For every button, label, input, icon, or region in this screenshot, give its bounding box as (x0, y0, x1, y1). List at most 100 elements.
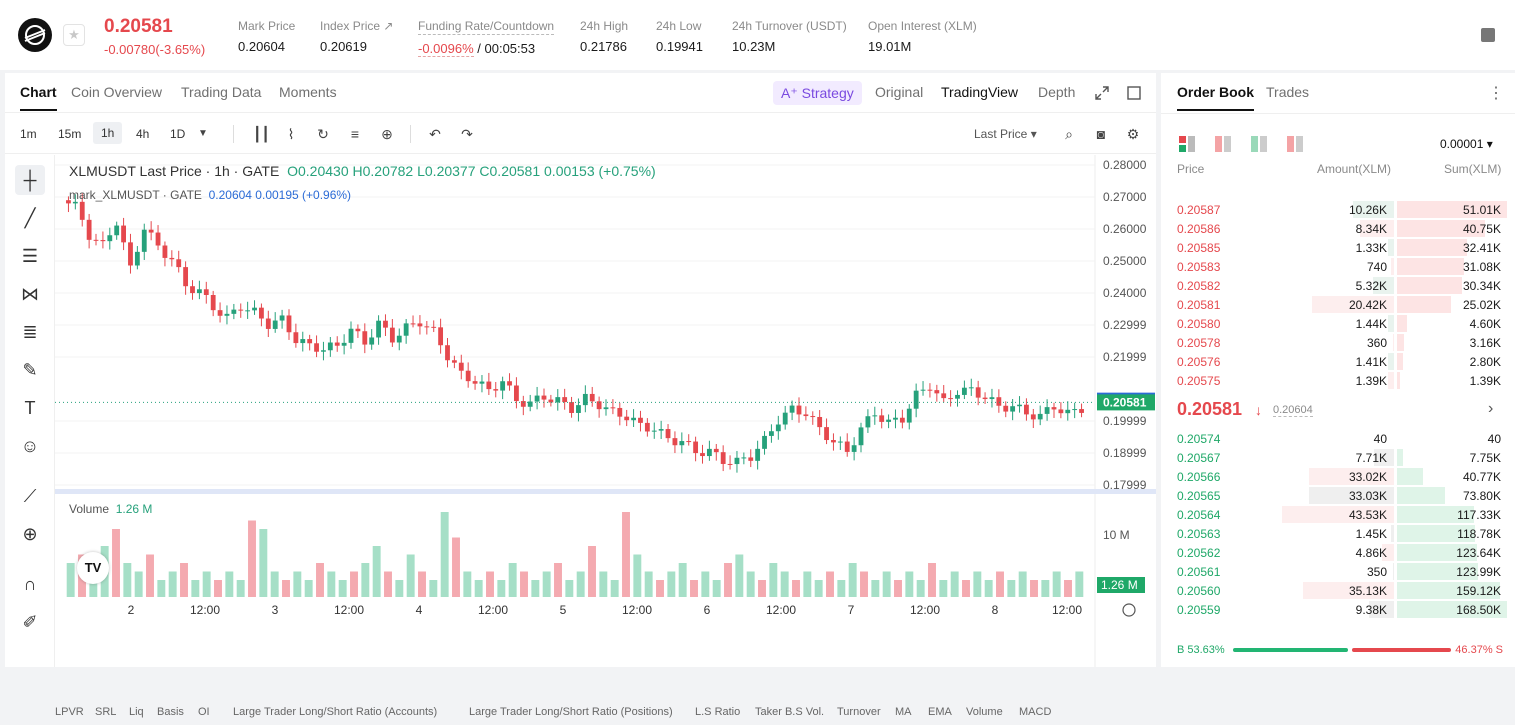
bid-row[interactable]: 0.20565 33.03K 73.80K (1161, 486, 1515, 505)
ask-row[interactable]: 0.20581 20.42K 25.02K (1161, 295, 1515, 314)
view-depth[interactable]: Depth (1038, 84, 1076, 100)
bid-row[interactable]: 0.20564 43.53K 117.33K (1161, 505, 1515, 524)
volume-bar (89, 571, 98, 597)
amount-depth-bar (1388, 315, 1394, 332)
ruler-icon[interactable]: ⟋ (23, 486, 37, 506)
stat-index-price[interactable]: Index Price ↗ 0.20619 (320, 19, 393, 54)
indicator-large-trader-long-short-ratio-accounts-[interactable]: Large Trader Long/Short Ratio (Accounts) (233, 706, 438, 718)
search-icon[interactable]: ⌕ (1065, 126, 1073, 142)
ask-row[interactable]: 0.20587 10.26K 51.01K (1161, 200, 1515, 219)
emoji-icon[interactable]: ☺ (20, 436, 40, 456)
ask-row[interactable]: 0.20585 1.33K 32.41K (1161, 238, 1515, 257)
replay-icon[interactable]: ↻ (317, 126, 329, 142)
chevron-right-icon[interactable]: › (1488, 400, 1494, 417)
bid-row[interactable]: 0.20574 40 40 (1161, 429, 1515, 448)
ask-row[interactable]: 0.20578 360 3.16K (1161, 333, 1515, 352)
view-asks-only-icon[interactable] (1287, 136, 1303, 152)
ask-row[interactable]: 0.20580 1.44K 4.60K (1161, 314, 1515, 333)
bid-row[interactable]: 0.20561 350 123.99K (1161, 562, 1515, 581)
pattern-icon[interactable]: ⋈ (21, 284, 39, 304)
settings-gear-icon[interactable]: ⚙ (1126, 126, 1140, 142)
templates-icon[interactable]: ≡ (350, 126, 360, 142)
window-icon[interactable] (1127, 86, 1141, 100)
indicator-liq[interactable]: Liq (129, 706, 144, 718)
redo-icon[interactable]: ↷ (461, 126, 473, 142)
precision-select[interactable]: 0.00001 ▾ (1440, 137, 1493, 151)
text-tool-icon[interactable]: T (24, 398, 36, 418)
expand-icon[interactable] (1095, 86, 1109, 100)
indicator-l-s-ratio[interactable]: L.S Ratio (695, 706, 741, 718)
indicator-oi[interactable]: OI (198, 706, 210, 718)
guide-book-icon[interactable] (1481, 28, 1495, 42)
sum-depth-bar (1397, 468, 1423, 485)
amount-depth-bar (1388, 372, 1394, 389)
tradingview-logo-icon[interactable]: TV (77, 552, 109, 584)
tab-trading-data[interactable]: Trading Data (181, 84, 262, 100)
candle-body (672, 438, 678, 446)
view-tradingview[interactable]: TradingView (941, 84, 1019, 100)
bid-row[interactable]: 0.20560 35.13K 159.12K (1161, 581, 1515, 600)
crosshair-icon[interactable]: ┼ (15, 165, 45, 195)
candle-body (831, 440, 836, 443)
ask-row[interactable]: 0.20583 740 31.08K (1161, 257, 1515, 276)
camera-icon[interactable]: ◙ (1096, 126, 1106, 142)
pencil-lock-icon[interactable]: ✐ (22, 612, 38, 632)
chart-plot-area[interactable]: 0.28000 0.27000 0.26000 0.25000 0.24000 0.229… (55, 155, 1156, 718)
ask-row[interactable]: 0.20586 8.34K 40.75K (1161, 219, 1515, 238)
timeframe-1h[interactable]: 1h (93, 122, 123, 144)
ask-row[interactable]: 0.20575 1.39K 1.39K (1161, 371, 1515, 390)
fib-icon[interactable]: ≣ (22, 322, 38, 342)
candle-type-icon[interactable]: ┃┃ (253, 126, 270, 142)
ask-row[interactable]: 0.20576 1.41K 2.80K (1161, 352, 1515, 371)
bid-row[interactable]: 0.20567 7.71K 7.75K (1161, 448, 1515, 467)
tab-trades[interactable]: Trades (1266, 84, 1310, 100)
strategy-button[interactable]: A⁺ Strategy (773, 81, 862, 105)
timeframe-1m[interactable]: 1m (20, 127, 37, 141)
view-original[interactable]: Original (875, 84, 924, 100)
indicator-taker-b-s-vol-[interactable]: Taker B.S Vol. (755, 706, 825, 718)
zoom-in-icon[interactable]: ⊕ (22, 524, 38, 544)
bid-row[interactable]: 0.20566 33.02K 40.77K (1161, 467, 1515, 486)
indicator-volume[interactable]: Volume (966, 706, 1003, 718)
bid-row[interactable]: 0.20559 9.38K 168.50K (1161, 600, 1515, 619)
volume-bar (191, 580, 200, 597)
horizontal-lines-icon[interactable]: ☰ (21, 246, 39, 266)
tab-coin-overview[interactable]: Coin Overview (71, 84, 163, 100)
timeframe-1d[interactable]: 1D (170, 127, 186, 141)
indicator-srl[interactable]: SRL (95, 706, 117, 718)
candle-body (1024, 404, 1029, 415)
ask-row[interactable]: 0.20582 5.32K 30.34K (1161, 276, 1515, 295)
timeframe-15m[interactable]: 15m (58, 127, 82, 141)
trendline-icon[interactable]: ╱ (24, 208, 36, 228)
candle-body (920, 389, 926, 391)
brush-icon[interactable]: ✎ (22, 360, 38, 380)
chevron-down-icon[interactable]: ▼ (198, 128, 208, 139)
bid-row[interactable]: 0.20562 4.86K 123.64K (1161, 543, 1515, 562)
undo-icon[interactable]: ↶ (429, 126, 441, 142)
bid-amount: 9.38K (1355, 603, 1387, 617)
view-both-icon[interactable] (1179, 136, 1195, 152)
indicator-ema[interactable]: EMA (928, 706, 952, 718)
add-alert-icon[interactable]: ⊕ (381, 126, 393, 142)
tab-order-book[interactable]: Order Book (1177, 84, 1255, 111)
indicator-lpvr[interactable]: LPVR (55, 706, 84, 718)
timeframe-4h[interactable]: 4h (136, 127, 150, 141)
indicator-turnover[interactable]: Turnover (837, 706, 881, 718)
magnet-icon[interactable]: ∩ (23, 574, 37, 594)
favorite-star-icon[interactable]: ★ (63, 24, 85, 46)
price-type-select[interactable]: Last Price ▾ (974, 127, 1037, 141)
candle-body (665, 429, 671, 439)
indicators-icon[interactable]: ⌇ (287, 126, 295, 142)
indicator-ma[interactable]: MA (895, 706, 912, 718)
more-menu-icon[interactable]: ⋮ (1488, 85, 1504, 102)
indicator-macd[interactable]: MACD (1019, 706, 1052, 718)
candlestick-chart[interactable]: 0.28000 0.27000 0.26000 0.25000 0.24000 0.229… (55, 155, 1156, 667)
indicator-basis[interactable]: Basis (157, 706, 184, 718)
indicator-large-trader-long-short-ratio-positions-[interactable]: Large Trader Long/Short Ratio (Positions… (469, 706, 673, 718)
view-bids-icon[interactable] (1251, 136, 1267, 152)
tab-moments[interactable]: Moments (279, 84, 337, 100)
volume-bar (282, 580, 290, 597)
tab-chart[interactable]: Chart (20, 84, 57, 111)
bid-row[interactable]: 0.20563 1.45K 118.78K (1161, 524, 1515, 543)
view-asks-icon[interactable] (1215, 136, 1231, 152)
